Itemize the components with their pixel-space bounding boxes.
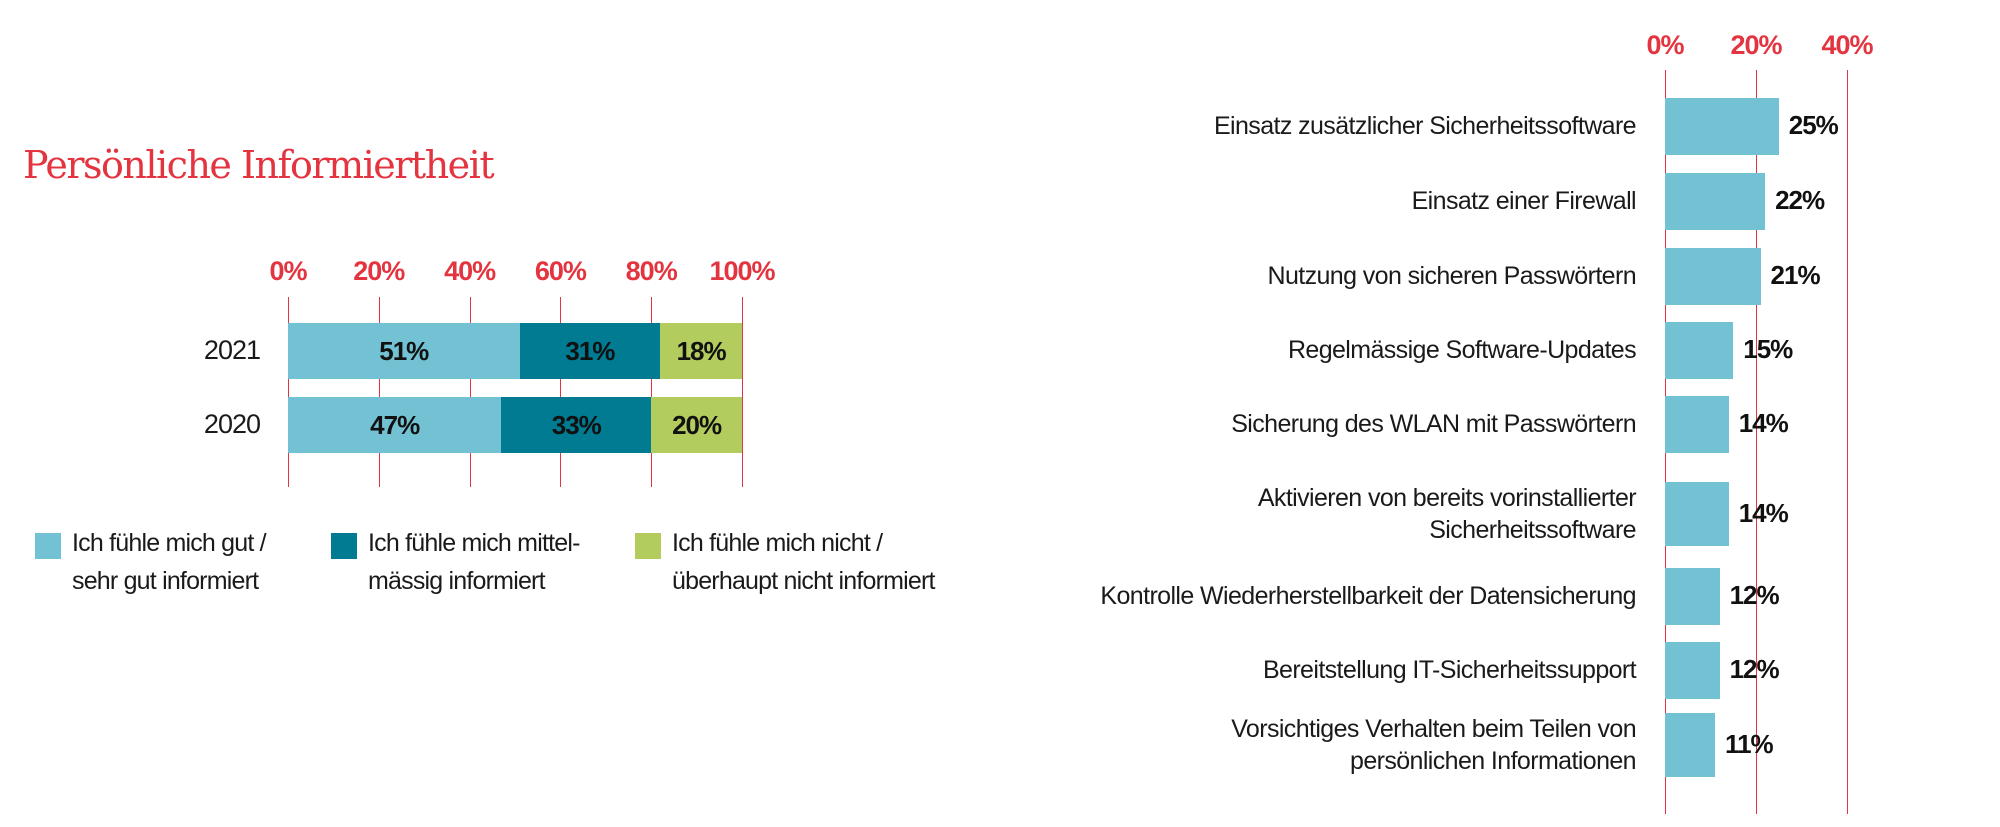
x-tick-label: 40%: [444, 256, 496, 286]
legend-label-line: überhaupt nicht informiert: [672, 567, 935, 595]
data-label: 12%: [1729, 654, 1780, 684]
legend-label-line: sehr gut informiert: [72, 567, 259, 595]
x-tick-label: 60%: [534, 256, 587, 286]
category-label: Einsatz zusätzlicher Sicherheitssoftware: [1213, 110, 1637, 142]
category-label-line: Regelmässige Software-Updates: [1287, 336, 1637, 364]
gridline: [651, 297, 653, 487]
category-label-line: Sicherung des WLAN mit Passwörtern: [1231, 410, 1636, 438]
category-label-line: Bereitstellung IT-Sicherheitssupport: [1262, 656, 1637, 684]
gridline: [378, 297, 380, 487]
bar: [1665, 172, 1766, 230]
data-label: 25%: [1788, 110, 1839, 140]
gridline: [1847, 70, 1848, 814]
gridline: [742, 297, 743, 487]
bar-segment: 18%: [660, 323, 742, 379]
category-label: Vorsichtiges Verhalten beim Teilen von pe…: [1231, 713, 1636, 777]
data-label: 18%: [676, 335, 727, 366]
legend-label-line: Ich fühle mich nicht /: [672, 529, 883, 557]
category-label: 2021: [203, 335, 261, 365]
legend-label: Ich fühle mich mittel-mässig informiert: [368, 524, 580, 600]
data-label: 12%: [1729, 580, 1780, 610]
legend-label-line: Ich fühle mich gut /: [72, 529, 267, 557]
data-label: 20%: [672, 409, 722, 440]
category-label: Aktivieren von bereits vorinstallierter S…: [1257, 482, 1637, 546]
legend-label-line: Ich fühle mich mittel-: [368, 529, 580, 557]
bar-segment: 31%: [519, 323, 661, 379]
category-label-line: Einsatz zusätzlicher Sicherheitssoftware: [1213, 112, 1637, 140]
category-label-line: Nutzung von sicheren Passwörtern: [1267, 262, 1637, 290]
bar: [1665, 567, 1720, 625]
bar: [1665, 641, 1720, 699]
legend-label: Ich fühle mich nicht / überhaupt nicht in…: [672, 524, 935, 600]
category-label-line: persönlichen Informationen: [1350, 747, 1637, 775]
data-label: 11%: [1725, 729, 1774, 759]
category-label: Nutzung von sicheren Passwörtern: [1268, 260, 1637, 292]
data-label: 14%: [1738, 408, 1789, 438]
legend-label: Ich fühle mich gut / sehr gut informiert: [72, 524, 267, 600]
category-label: Kontrolle Wiederherstellbarkeit der Date…: [1100, 580, 1636, 612]
category-label-line: Einsatz einer Firewall: [1411, 187, 1637, 215]
bar: [1665, 713, 1716, 777]
data-label: 33%: [551, 409, 602, 440]
bar: [1665, 247, 1761, 305]
data-label: 51%: [379, 335, 429, 366]
x-tick-label: 40%: [1821, 30, 1873, 60]
gridline: [560, 297, 562, 487]
x-tick-label: 80%: [625, 256, 678, 286]
category-label: 2020: [203, 409, 261, 439]
legend-label-line: mässig informiert: [368, 567, 546, 595]
x-tick-label: 0%: [269, 256, 307, 286]
bar: [1665, 97, 1779, 155]
x-tick-label: 20%: [1730, 30, 1782, 60]
data-label: 14%: [1738, 498, 1789, 528]
bar-segment: 51%: [288, 323, 520, 379]
category-label-line: Kontrolle Wiederherstellbarkeit der Date…: [1100, 582, 1636, 610]
x-tick-label: 100%: [709, 256, 775, 286]
bar-segment: 33%: [501, 397, 652, 453]
bar: [1665, 321, 1734, 379]
data-label: 22%: [1775, 185, 1825, 215]
x-tick-label: 20%: [353, 256, 405, 286]
chart-title: Persönliche Informiertheit: [23, 143, 495, 187]
category-label: Sicherung des WLAN mit Passwörtern: [1231, 408, 1636, 440]
data-label: 15%: [1743, 334, 1793, 364]
bar-segment: 20%: [651, 397, 742, 453]
data-label: 31%: [565, 335, 615, 366]
data-label: 47%: [370, 409, 420, 440]
category-label: Bereitstellung IT-Sicherheitssupport: [1262, 654, 1637, 686]
bar: [1665, 395, 1729, 453]
legend-swatch: [635, 533, 661, 559]
gridline: [1756, 70, 1757, 814]
category-label: Einsatz einer Firewall: [1411, 185, 1637, 217]
gridline: [469, 297, 471, 487]
gridline: [288, 297, 289, 487]
category-label-line: Sicherheitssoftware: [1429, 516, 1636, 544]
x-tick-label: 0%: [1646, 30, 1684, 60]
category-label-line: Aktivieren von bereits vorinstallierter: [1257, 484, 1637, 512]
legend-swatch: [331, 533, 357, 559]
category-label: Regelmässige Software-Updates: [1287, 334, 1637, 366]
legend-swatch: [35, 533, 61, 559]
category-label-line: Vorsichtiges Verhalten beim Teilen von: [1231, 715, 1636, 743]
bar: [1665, 482, 1729, 546]
bar-segment: 47%: [288, 397, 502, 453]
data-label: 21%: [1770, 260, 1821, 290]
